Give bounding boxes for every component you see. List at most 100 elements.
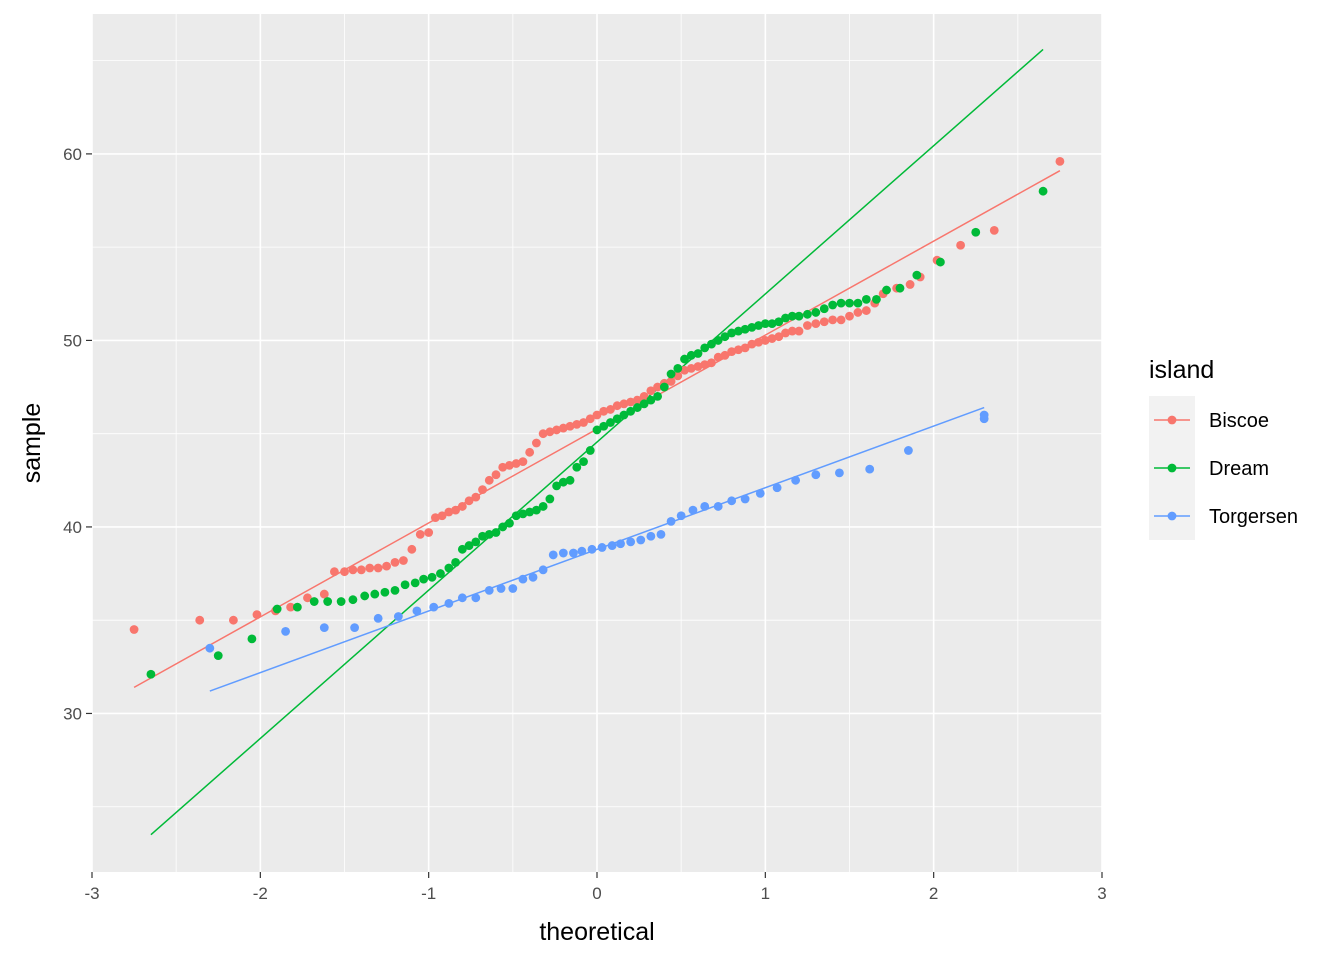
point-dream <box>861 294 871 304</box>
point-biscoe <box>195 615 205 625</box>
point-dream <box>505 518 514 528</box>
point-torgersen <box>791 475 801 485</box>
point-biscoe <box>585 414 595 424</box>
point-biscoe <box>861 306 871 315</box>
point-biscoe <box>356 565 366 575</box>
point-biscoe <box>794 326 804 336</box>
point-dream <box>747 322 757 332</box>
point-torgersen <box>350 623 359 633</box>
point-dream <box>545 494 555 504</box>
point-dream <box>673 363 683 373</box>
point-dream <box>585 446 595 455</box>
point-biscoe <box>437 511 447 521</box>
point-torgersen <box>205 643 215 653</box>
legend-label-dream: Dream <box>1209 458 1269 480</box>
point-biscoe <box>774 332 784 342</box>
point-dream <box>427 572 437 582</box>
point-dream <box>410 578 420 588</box>
point-dream <box>464 541 474 550</box>
point-biscoe <box>552 425 561 435</box>
point-dream <box>247 634 257 644</box>
point-dream <box>606 418 615 427</box>
point-dream <box>971 227 981 237</box>
point-biscoe <box>286 602 296 612</box>
legend-key-point <box>1167 415 1177 425</box>
point-dream <box>478 531 487 541</box>
x-tick-label: -1 <box>421 884 436 903</box>
point-dream <box>498 522 508 532</box>
point-dream <box>666 369 676 379</box>
point-torgersen <box>979 410 989 420</box>
point-dream <box>213 651 223 661</box>
point-biscoe <box>612 401 622 411</box>
point-dream <box>612 414 622 424</box>
point-biscoe <box>431 513 440 523</box>
point-biscoe <box>633 395 642 405</box>
data-points <box>129 156 1065 679</box>
x-tick-label: 1 <box>761 884 770 903</box>
point-dream <box>436 569 445 578</box>
legend-title: island <box>1149 356 1214 384</box>
point-biscoe <box>545 427 555 437</box>
point-dream <box>292 602 302 612</box>
point-biscoe <box>348 565 358 575</box>
point-torgersen <box>713 502 723 511</box>
point-biscoe <box>989 225 999 235</box>
point-dream <box>713 336 723 345</box>
point-dream <box>592 425 602 435</box>
point-dream <box>803 309 812 319</box>
point-torgersen <box>444 599 454 608</box>
point-dream <box>828 300 838 310</box>
point-dream <box>538 502 548 511</box>
point-biscoe <box>787 326 797 336</box>
point-biscoe <box>740 343 750 353</box>
point-dream <box>781 313 790 323</box>
point-dream <box>400 580 410 590</box>
point-biscoe <box>836 315 846 325</box>
point-dream <box>1038 186 1048 196</box>
point-dream <box>819 304 829 314</box>
point-torgersen <box>646 531 656 541</box>
point-torgersen <box>569 548 578 558</box>
point-biscoe <box>666 377 676 386</box>
point-biscoe <box>444 507 454 517</box>
point-biscoe <box>781 328 790 338</box>
point-torgersen <box>471 593 481 603</box>
point-biscoe <box>525 447 535 457</box>
point-dream <box>444 563 454 573</box>
point-dream <box>348 595 358 605</box>
point-biscoe <box>811 319 821 329</box>
point-dream <box>599 421 609 431</box>
point-biscoe <box>693 362 703 371</box>
x-tick-label: 2 <box>929 884 938 903</box>
point-biscoe <box>340 567 349 577</box>
point-torgersen <box>636 535 646 545</box>
point-dream <box>491 528 501 537</box>
point-dream <box>727 328 737 338</box>
point-torgersen <box>429 602 439 612</box>
point-torgersen <box>772 483 782 493</box>
point-biscoe <box>365 563 375 573</box>
point-biscoe <box>956 240 965 250</box>
point-dream <box>323 597 333 606</box>
point-biscoe <box>828 315 838 325</box>
point-biscoe <box>538 429 548 439</box>
point-dream <box>484 529 494 539</box>
point-dream <box>511 511 521 521</box>
point-biscoe <box>330 567 339 577</box>
y-tick-label: 60 <box>63 145 82 164</box>
point-biscoe <box>572 419 582 429</box>
point-dream <box>659 382 669 392</box>
point-dream <box>872 294 881 304</box>
point-torgersen <box>484 585 494 595</box>
point-dream <box>845 298 854 308</box>
point-torgersen <box>457 593 467 603</box>
point-dream <box>309 597 319 606</box>
point-dream <box>370 589 380 599</box>
x-tick-label: 3 <box>1097 884 1106 903</box>
point-torgersen <box>616 539 625 549</box>
point-dream <box>774 317 784 327</box>
point-dream <box>787 311 797 321</box>
point-biscoe <box>532 438 541 448</box>
point-dream <box>693 349 703 358</box>
